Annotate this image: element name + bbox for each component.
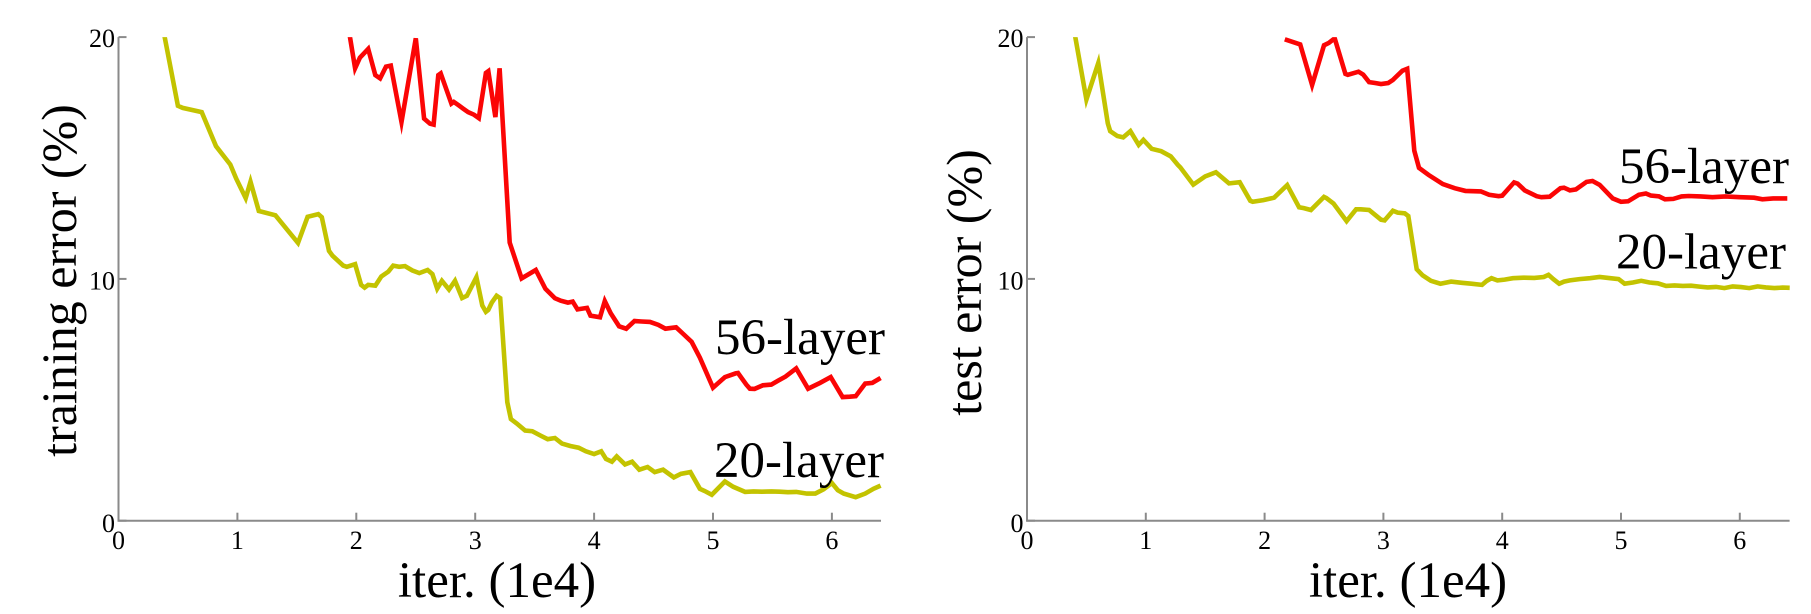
- svg-text:6: 6: [1733, 526, 1746, 555]
- svg-text:training error (%): training error (%): [31, 104, 87, 457]
- svg-text:6: 6: [825, 526, 838, 555]
- svg-text:20: 20: [998, 24, 1024, 53]
- svg-text:0: 0: [1021, 526, 1034, 555]
- svg-text:10: 10: [998, 266, 1024, 295]
- svg-text:3: 3: [1377, 526, 1390, 555]
- svg-text:20-layer: 20-layer: [1616, 225, 1786, 281]
- svg-text:0: 0: [102, 509, 115, 538]
- svg-text:1: 1: [231, 526, 244, 555]
- svg-text:20: 20: [89, 24, 115, 53]
- svg-text:test error (%): test error (%): [936, 149, 992, 416]
- svg-text:20-layer: 20-layer: [714, 433, 884, 489]
- svg-text:0: 0: [1011, 509, 1024, 538]
- svg-text:3: 3: [469, 526, 482, 555]
- svg-text:4: 4: [588, 526, 601, 555]
- svg-text:iter. (1e4): iter. (1e4): [1309, 553, 1507, 609]
- svg-text:1: 1: [1139, 526, 1152, 555]
- svg-text:10: 10: [89, 266, 115, 295]
- svg-text:5: 5: [1615, 526, 1628, 555]
- svg-text:2: 2: [1258, 526, 1271, 555]
- svg-text:4: 4: [1496, 526, 1509, 555]
- svg-text:56-layer: 56-layer: [715, 310, 885, 366]
- svg-text:5: 5: [707, 526, 720, 555]
- svg-text:0: 0: [112, 526, 125, 555]
- svg-text:2: 2: [350, 526, 363, 555]
- svg-text:iter. (1e4): iter. (1e4): [398, 553, 596, 609]
- svg-text:56-layer: 56-layer: [1619, 139, 1789, 195]
